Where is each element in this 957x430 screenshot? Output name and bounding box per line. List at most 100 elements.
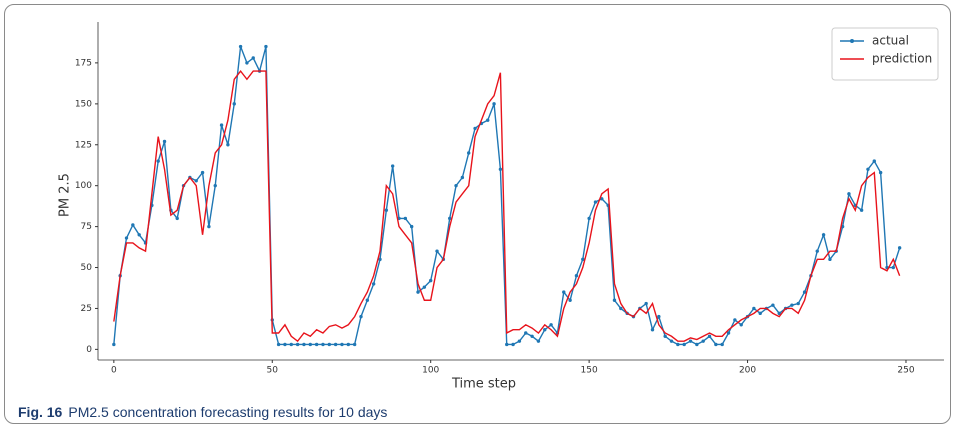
data-point bbox=[251, 56, 255, 60]
data-point bbox=[815, 249, 819, 253]
data-point bbox=[517, 339, 522, 343]
data-point bbox=[302, 342, 306, 347]
data-point bbox=[758, 311, 762, 316]
legend-label: actual bbox=[872, 34, 909, 48]
data-point bbox=[859, 208, 864, 212]
data-point bbox=[276, 342, 281, 347]
data-point bbox=[828, 257, 832, 262]
data-point bbox=[226, 143, 230, 147]
data-point bbox=[612, 298, 617, 302]
data-point bbox=[802, 290, 807, 294]
data-point bbox=[562, 290, 566, 294]
data-point bbox=[486, 118, 490, 122]
data-point bbox=[454, 183, 458, 188]
data-point bbox=[340, 342, 344, 347]
data-point bbox=[707, 334, 712, 338]
data-point bbox=[530, 334, 534, 338]
data-point bbox=[327, 342, 332, 347]
data-point bbox=[131, 223, 135, 227]
data-point bbox=[460, 175, 465, 180]
data-point bbox=[897, 246, 902, 250]
data-point bbox=[847, 192, 851, 196]
data-point bbox=[492, 102, 496, 106]
data-point bbox=[498, 167, 503, 172]
data-point bbox=[333, 342, 338, 347]
data-point bbox=[549, 323, 553, 327]
data-point bbox=[213, 183, 217, 188]
data-point bbox=[739, 323, 743, 327]
caption-text: PM2.5 concentration forecasting results … bbox=[68, 404, 388, 420]
data-point bbox=[346, 342, 351, 347]
data-point bbox=[156, 159, 160, 163]
data-point bbox=[289, 342, 293, 347]
x-tick-label: 50 bbox=[267, 366, 279, 376]
legend: actual prediction bbox=[831, 27, 939, 81]
data-point bbox=[536, 339, 541, 343]
data-point bbox=[137, 233, 141, 237]
y-tick-label: 25 bbox=[81, 304, 92, 314]
caption-label: Fig. 16 bbox=[18, 404, 63, 420]
data-point bbox=[676, 342, 680, 347]
legend-label: prediction bbox=[872, 52, 932, 66]
data-point bbox=[543, 328, 547, 332]
data-point bbox=[162, 139, 167, 144]
data-point bbox=[682, 342, 686, 347]
data-point bbox=[587, 216, 591, 221]
data-point bbox=[650, 328, 655, 332]
data-point bbox=[777, 311, 781, 316]
data-point bbox=[308, 342, 312, 347]
data-point bbox=[422, 285, 427, 289]
data-point bbox=[581, 257, 585, 262]
data-point bbox=[790, 303, 794, 307]
data-point bbox=[796, 301, 800, 306]
data-point bbox=[245, 61, 249, 65]
data-point bbox=[701, 339, 705, 343]
y-tick-label: 175 bbox=[75, 58, 92, 68]
data-point bbox=[505, 342, 509, 347]
data-point bbox=[207, 224, 211, 229]
y-tick-label: 125 bbox=[75, 140, 92, 150]
caption: Fig. 16 PM2.5 concentration forecasting r… bbox=[18, 404, 387, 420]
data-point bbox=[321, 342, 325, 347]
data-point bbox=[435, 249, 439, 253]
data-point bbox=[473, 126, 477, 131]
data-point bbox=[726, 331, 731, 335]
data-point bbox=[238, 44, 243, 49]
y-tick-label: 150 bbox=[75, 99, 92, 109]
data-point bbox=[264, 44, 268, 49]
data-point bbox=[771, 303, 775, 307]
data-point bbox=[200, 170, 205, 175]
data-point bbox=[878, 170, 883, 175]
data-point bbox=[448, 216, 452, 221]
data-point bbox=[752, 306, 756, 311]
x-tick-label: 100 bbox=[422, 366, 439, 376]
data-point bbox=[428, 278, 433, 283]
y-tick-label: 0 bbox=[86, 345, 92, 355]
data-point bbox=[352, 342, 357, 347]
data-point bbox=[891, 265, 896, 270]
data-point bbox=[232, 102, 236, 106]
data-point bbox=[467, 151, 471, 155]
data-point bbox=[403, 216, 408, 221]
data-point bbox=[663, 334, 667, 338]
data-point bbox=[657, 314, 661, 319]
data-point bbox=[574, 274, 579, 278]
data-point bbox=[720, 342, 724, 347]
x-tick-label: 150 bbox=[581, 366, 598, 376]
data-point bbox=[175, 216, 179, 221]
data-point bbox=[593, 200, 598, 204]
legend-marker bbox=[850, 39, 854, 43]
data-point bbox=[295, 342, 300, 347]
data-point bbox=[695, 342, 699, 347]
data-point bbox=[378, 257, 382, 262]
data-point bbox=[568, 298, 572, 302]
data-point bbox=[390, 164, 395, 168]
data-point bbox=[194, 179, 198, 183]
y-tick-label: 75 bbox=[81, 222, 92, 232]
data-point bbox=[619, 306, 623, 311]
data-point bbox=[644, 301, 648, 306]
data-point bbox=[219, 123, 224, 127]
chart: Time step PM 2.5 0 25 50 75 100 125 150 175 0 50 1… bbox=[58, 22, 944, 392]
y-axis-label: PM 2.5 bbox=[58, 173, 73, 217]
y-tick-label: 100 bbox=[75, 181, 92, 191]
